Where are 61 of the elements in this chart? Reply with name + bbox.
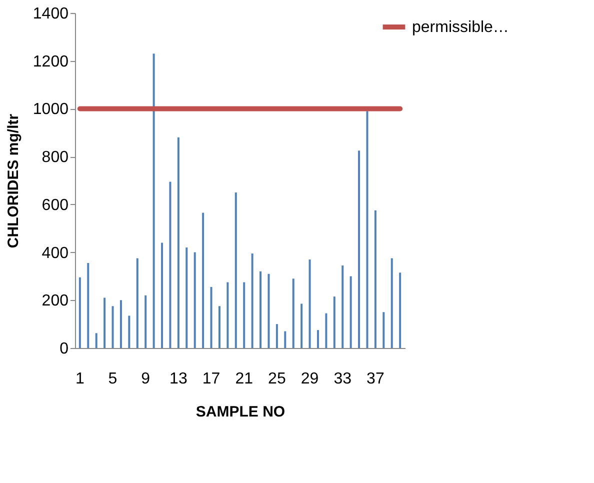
- bar: [366, 111, 368, 348]
- x-tick-label: 33: [334, 370, 352, 388]
- y-tick-label: 600: [42, 196, 69, 214]
- bar: [161, 242, 164, 348]
- bar: [194, 252, 196, 348]
- bar: [308, 259, 311, 348]
- bar: [374, 210, 376, 348]
- legend-label: permissible…: [412, 19, 509, 36]
- bar: [210, 286, 212, 348]
- bar: [300, 304, 303, 348]
- x-tick-label: 13: [170, 370, 188, 388]
- bar: [333, 296, 336, 348]
- bar: [144, 295, 147, 348]
- y-tick-label: 1200: [32, 53, 69, 70]
- x-tick-label: 29: [300, 370, 319, 388]
- y-tick-label: 1400: [32, 6, 69, 22]
- bar: [169, 182, 172, 348]
- x-tick-label: 25: [268, 370, 286, 388]
- bar: [87, 263, 90, 348]
- bar: [260, 271, 262, 348]
- bar: [342, 265, 344, 348]
- bar: [104, 298, 106, 348]
- bar: [186, 248, 188, 348]
- bar: [243, 282, 246, 348]
- y-axis-title: CHLORIDES mg/ltr: [4, 114, 22, 248]
- bar: [350, 276, 352, 348]
- x-axis-title: SAMPLE NO: [196, 404, 286, 420]
- bar: [177, 137, 180, 348]
- bar: [276, 324, 278, 348]
- bar: [202, 212, 204, 348]
- bar: [358, 150, 360, 348]
- bar: [112, 306, 114, 348]
- x-tick-label: 5: [108, 370, 118, 388]
- x-tick-label: 9: [141, 370, 150, 388]
- bar: [390, 258, 393, 348]
- bar: [120, 300, 122, 348]
- y-tick-label: 200: [42, 292, 69, 310]
- bar: [95, 333, 98, 348]
- bar: [251, 253, 254, 348]
- bar: [78, 277, 81, 348]
- y-tick-label: 1000: [32, 101, 69, 118]
- bar: [136, 258, 138, 348]
- x-tick-label: 37: [366, 370, 384, 388]
- y-tick-label: 400: [42, 244, 69, 262]
- bar: [128, 316, 130, 348]
- x-tick-label: 21: [235, 370, 254, 388]
- bar: [234, 192, 237, 348]
- y-tick-label: 0: [60, 340, 69, 358]
- bar: [316, 330, 319, 348]
- bar: [284, 331, 286, 348]
- x-tick-label: 17: [202, 370, 220, 388]
- bar: [382, 312, 385, 348]
- bar: [268, 274, 270, 348]
- bar: [325, 313, 328, 348]
- x-tick-label: 1: [75, 370, 84, 388]
- y-tick-label: 800: [42, 149, 69, 166]
- bar: [152, 54, 155, 348]
- bar: [292, 278, 294, 348]
- bar: [218, 306, 220, 348]
- bar: [226, 282, 229, 348]
- bar: [399, 272, 402, 348]
